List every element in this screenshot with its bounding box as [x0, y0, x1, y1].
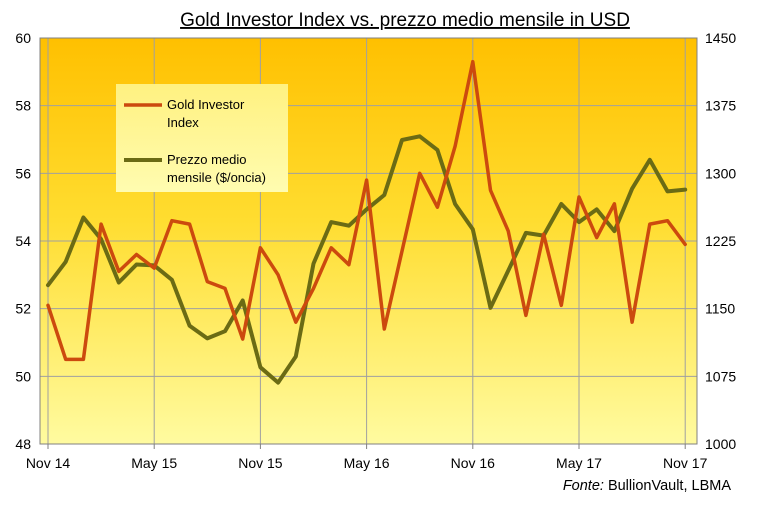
x-tick-label: May 17 — [556, 455, 602, 471]
x-tick-label: May 16 — [344, 455, 390, 471]
legend-entry-gold-investor-index-line1: Gold Investor — [167, 97, 245, 112]
right-tick-label: 1075 — [705, 368, 736, 384]
source-label: Fonte: — [563, 478, 604, 494]
right-tick-label: 1450 — [705, 30, 736, 46]
series-layer — [46, 59, 688, 385]
legend-entry-prezzo-medio-line1: Prezzo medio — [167, 152, 246, 167]
left-tick-label: 58 — [15, 98, 31, 114]
legend-box — [116, 84, 288, 192]
right-tick-label: 1225 — [705, 233, 736, 249]
source-note: Fonte: BullionVault, LBMA — [563, 478, 732, 494]
legend-entry-gold-investor-index-line2: Index — [167, 115, 199, 130]
left-tick-label: 60 — [15, 30, 31, 46]
left-tick-label: 50 — [15, 368, 31, 384]
series-line-gold-investor-index — [46, 59, 687, 362]
right-tick-label: 1150 — [705, 301, 735, 317]
x-tick-label: May 15 — [131, 455, 177, 471]
x-tick-label: Nov 14 — [26, 455, 71, 471]
x-tick-label: Nov 15 — [238, 455, 283, 471]
plot-border — [39, 37, 698, 445]
left-tick-label: 56 — [15, 165, 31, 181]
x-axis-ticks: Nov 14 May 15 Nov 15 May 16 Nov 16 May 17 Nov … — [26, 444, 708, 471]
right-tick-label: 1300 — [705, 165, 736, 181]
left-tick-label: 48 — [15, 436, 31, 452]
left-tick-label: 52 — [15, 301, 31, 317]
x-tick-label: Nov 17 — [663, 455, 708, 471]
source-text: BullionVault, LBMA — [604, 478, 731, 494]
right-tick-label: 1375 — [705, 98, 736, 114]
legend-entry-prezzo-medio-line2: mensile ($/oncia) — [167, 170, 266, 185]
x-tick-label: Nov 16 — [451, 455, 496, 471]
left-tick-label: 54 — [15, 233, 31, 249]
legend: Gold Investor Index Prezzo medio mensile… — [116, 84, 288, 192]
chart-title: Gold Investor Index vs. prezzo medio men… — [180, 10, 630, 31]
right-tick-label: 1000 — [705, 436, 736, 452]
right-axis-ticks: 1000 1075 1150 1225 1300 1375 1450 — [705, 30, 736, 452]
left-axis-ticks: 48 50 52 54 56 58 60 — [15, 30, 31, 452]
